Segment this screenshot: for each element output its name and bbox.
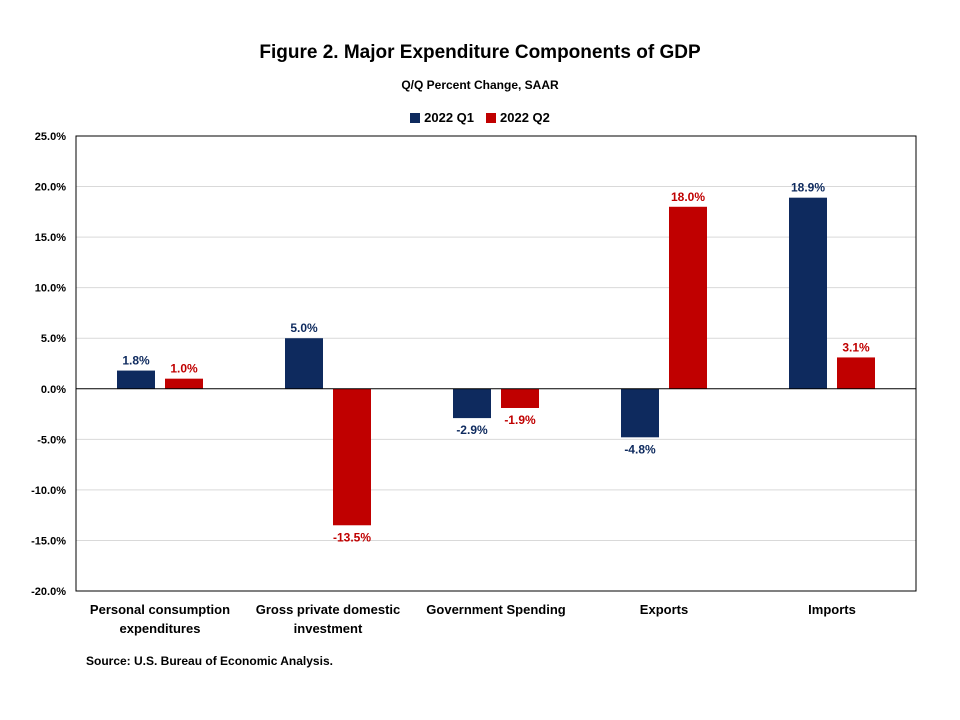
legend-label-q2: 2022 Q2 [500, 110, 550, 125]
y-tick-label: 20.0% [35, 182, 66, 194]
y-tick-label: 0.0% [41, 384, 66, 396]
bar-q1 [453, 388, 491, 419]
y-tick-label: -15.0% [31, 535, 66, 547]
data-label: 3.1% [842, 340, 870, 354]
x-tick-label: Gross private domestic [256, 602, 401, 617]
y-tick-label: -10.0% [31, 485, 66, 497]
bar-q1 [789, 197, 827, 389]
data-label: 1.8% [122, 354, 150, 368]
x-tick-label: investment [294, 621, 363, 636]
bar-q2 [165, 378, 203, 389]
x-tick-label: Imports [808, 602, 856, 617]
chart-title: Figure 2. Major Expenditure Components o… [259, 42, 701, 63]
y-tick-label: 25.0% [35, 131, 66, 143]
y-tick-label: 15.0% [35, 232, 66, 244]
bar-q2 [837, 357, 875, 389]
y-tick-label: -20.0% [31, 586, 66, 598]
bar-q1 [285, 338, 323, 389]
x-tick-label: expenditures [120, 621, 201, 636]
bar-q2 [333, 388, 371, 526]
y-tick-label: 5.0% [41, 333, 66, 345]
source-note: Source: U.S. Bureau of Economic Analysis… [86, 654, 333, 668]
legend-label-q1: 2022 Q1 [424, 110, 474, 125]
legend-item-q2: 2022 Q2 [486, 110, 550, 125]
legend-item-q1: 2022 Q1 [410, 110, 474, 125]
legend-swatch-q2 [486, 112, 496, 123]
data-label: 18.9% [791, 181, 825, 195]
data-label: 5.0% [290, 321, 318, 335]
data-label: -13.5% [333, 530, 371, 544]
x-tick-label: Exports [640, 602, 688, 617]
bar-q1 [117, 370, 155, 389]
y-tick-label: 10.0% [35, 283, 66, 295]
bar-q2 [501, 388, 539, 408]
chart-legend: 2022 Q1 2022 Q2 [0, 110, 960, 125]
data-label: -2.9% [456, 423, 488, 437]
plot-area [75, 135, 917, 592]
x-tick-label: Personal consumption [90, 602, 230, 617]
data-label: -4.8% [624, 442, 656, 456]
x-tick-label: Government Spending [426, 602, 565, 617]
data-label: 18.0% [671, 190, 705, 204]
chart-subtitle: Q/Q Percent Change, SAAR [401, 78, 559, 92]
y-tick-label: -5.0% [37, 434, 66, 446]
data-label: -1.9% [504, 413, 536, 427]
legend-swatch-q1 [410, 112, 421, 123]
bar-q1 [621, 388, 659, 438]
bar-q2 [669, 206, 707, 389]
data-label: 1.0% [170, 362, 198, 376]
